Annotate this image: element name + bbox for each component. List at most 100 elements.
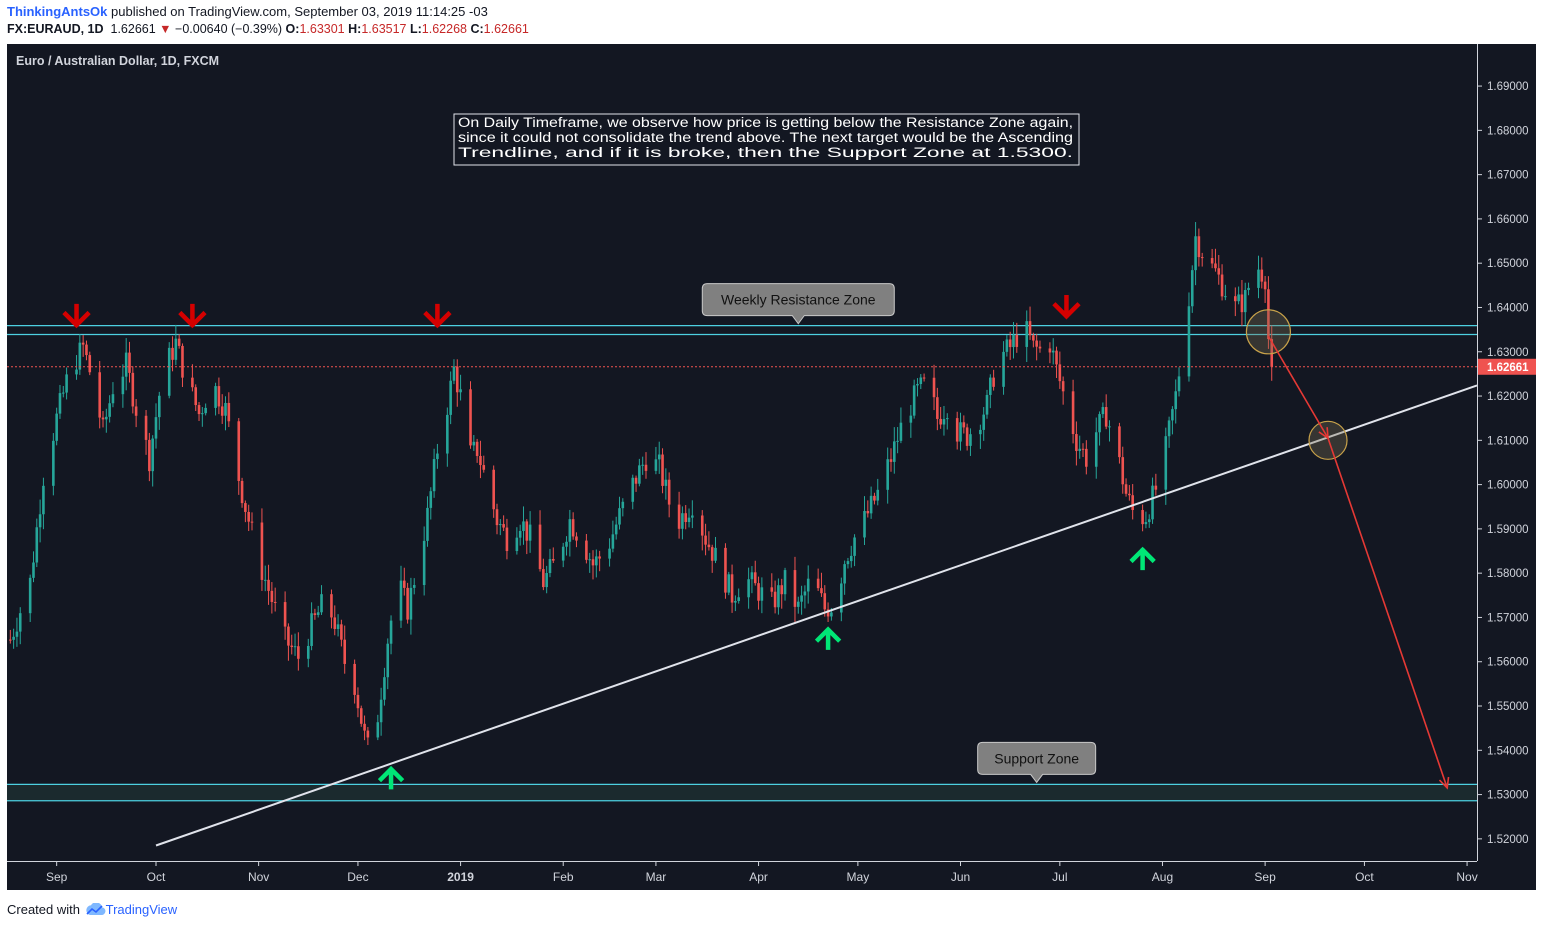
candle-body — [1210, 258, 1214, 264]
candle-body — [333, 617, 337, 629]
candle-body — [959, 422, 962, 442]
projection-line — [1327, 437, 1448, 789]
candle-body — [469, 389, 472, 446]
candle-body — [61, 392, 65, 394]
candle-body — [499, 524, 502, 526]
lines-layer — [7, 309, 1478, 847]
candle-body — [1118, 426, 1121, 458]
candle-body — [1141, 510, 1144, 525]
candle-body — [1151, 485, 1154, 520]
candle-body — [38, 514, 42, 528]
candle-body — [237, 421, 241, 481]
author-link[interactable]: ThinkingAntsOk — [7, 4, 108, 19]
time-tick-label: Mar — [646, 870, 667, 884]
candle-body — [459, 389, 462, 393]
candle-body — [343, 639, 347, 664]
candle-body — [727, 574, 731, 593]
candle-body — [869, 495, 873, 514]
candle-body — [849, 555, 853, 562]
candle-body — [449, 380, 452, 415]
candle-body — [737, 597, 740, 602]
candle-body — [495, 509, 499, 526]
candle-body — [224, 402, 227, 416]
candle-body — [936, 397, 939, 419]
down-arrow-icon — [62, 303, 91, 329]
candle-body — [1237, 294, 1240, 302]
price-axis — [1477, 44, 1536, 890]
candle-body — [1270, 339, 1274, 367]
low-value: 1.62268 — [421, 22, 467, 36]
candle-body — [105, 416, 108, 420]
candle-body — [641, 464, 644, 466]
candle-body — [1005, 339, 1009, 352]
candle-body — [1028, 321, 1032, 336]
candle-body — [88, 355, 92, 373]
candle-body — [840, 583, 843, 613]
last-price: 1.62661 — [110, 22, 156, 36]
candle-body — [297, 646, 300, 659]
chart-panel[interactable]: Weekly Resistance Zone Support Zone Euro /… — [7, 44, 1536, 890]
candle-body — [820, 588, 823, 594]
candle-body — [687, 517, 691, 523]
candle-body — [691, 515, 694, 518]
candle-body — [108, 403, 111, 417]
candle-body — [1038, 346, 1042, 349]
time-tick-label: Feb — [553, 870, 574, 884]
candle-body — [800, 595, 803, 602]
plot-background — [7, 44, 1536, 890]
projection-arrowhead — [1438, 776, 1450, 790]
candle-body — [366, 730, 370, 738]
candle-body — [12, 636, 15, 640]
price-tick-label: 1.59000 — [1487, 524, 1529, 536]
candle-body — [1267, 289, 1270, 340]
candle-body — [306, 645, 310, 659]
open-label: O: — [285, 22, 300, 36]
annotation-line: On Daily Timeframe, we observe how price… — [458, 115, 1073, 130]
price-chart[interactable]: Weekly Resistance Zone Support Zone Euro /… — [7, 44, 1536, 890]
candle-body — [803, 591, 807, 596]
down-arrow-icon — [423, 303, 452, 329]
candle-body — [330, 594, 333, 618]
price-change: −0.00640 (−0.39%) — [175, 22, 283, 36]
price-tick-label: 1.55000 — [1487, 701, 1529, 713]
candle-body — [446, 414, 449, 454]
price-tick-label: 1.52000 — [1487, 834, 1529, 846]
candle-body — [35, 527, 39, 563]
candle-body — [502, 524, 505, 528]
tradingview-cloud-icon — [85, 902, 106, 916]
candle-body — [383, 677, 386, 700]
candle-body — [982, 414, 985, 430]
candle-body — [18, 613, 22, 632]
candle-body — [899, 422, 903, 441]
candle-body — [889, 459, 893, 462]
candle-body — [356, 694, 360, 709]
price-tick-label: 1.54000 — [1487, 745, 1529, 757]
candle-body — [631, 477, 635, 502]
annotation-box — [453, 113, 1080, 166]
candle-body — [9, 639, 12, 641]
price-tick-label: 1.56000 — [1487, 657, 1529, 669]
candle-body — [704, 535, 707, 545]
tradingview-link[interactable]: TradingView — [105, 902, 178, 917]
candle-body — [363, 723, 366, 731]
candle-body — [681, 513, 684, 529]
candle-body — [75, 369, 78, 375]
price-tick-label: 1.62000 — [1487, 391, 1529, 403]
price-tick-label: 1.60000 — [1487, 480, 1529, 492]
candle-body — [386, 643, 390, 678]
annotation-line: since it could not consolidate the trend… — [458, 130, 1073, 145]
candle-body — [866, 510, 870, 514]
candle-body — [919, 377, 923, 385]
candle-body — [922, 377, 926, 379]
candle-body — [1051, 350, 1055, 353]
candle-body — [157, 395, 161, 418]
axes-layer: 1.69000 1.68000 1.67000 1.66000 1.65000 1.640… — [7, 44, 1536, 890]
candle-body — [1055, 350, 1058, 365]
ohlc-header: FX:EURAUD, 1D 1.62661 ▼ −0.00640 (−0.39%… — [7, 22, 529, 36]
candle-body — [598, 556, 601, 559]
candle-body — [1220, 274, 1224, 297]
candle-body — [1025, 321, 1029, 347]
candle-body — [724, 547, 727, 593]
candle-body — [806, 578, 810, 592]
candle-body — [316, 612, 320, 615]
